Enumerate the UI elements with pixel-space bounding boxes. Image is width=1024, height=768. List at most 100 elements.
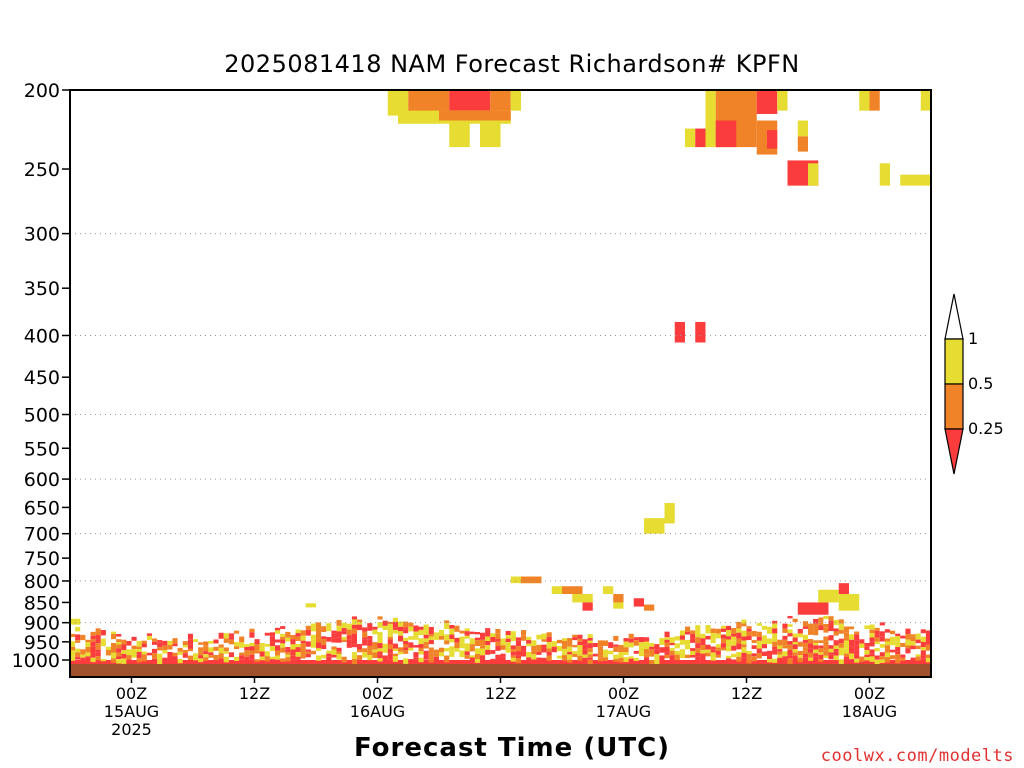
ri-cell	[469, 657, 475, 661]
ri-cell	[777, 645, 783, 650]
ri-cell	[418, 651, 424, 655]
ri-cell	[321, 636, 327, 639]
ri-cell	[751, 653, 757, 657]
ri-cell	[244, 646, 250, 651]
ri-cell	[428, 653, 434, 658]
ri-cell	[495, 628, 501, 634]
ri-cell	[741, 636, 747, 641]
ri-cell	[572, 651, 578, 654]
ri-cell	[500, 653, 506, 657]
ri-cell	[70, 660, 931, 668]
ri-cell	[869, 641, 875, 647]
credit-link[interactable]: coolwx.com/modelts	[820, 746, 1014, 766]
ri-cell	[362, 637, 368, 640]
ri-cell	[838, 652, 844, 656]
ri-cell	[80, 654, 86, 658]
ri-cell	[638, 647, 644, 653]
ri-cell	[669, 648, 675, 651]
ri-cell	[387, 627, 393, 631]
ri-cell	[177, 647, 183, 652]
y-tick-label: 600	[24, 469, 60, 491]
ri-cell	[295, 643, 301, 648]
ri-cell	[818, 617, 824, 623]
ri-cell	[495, 641, 501, 646]
ri-cell	[792, 644, 798, 650]
ri-cell	[377, 658, 383, 662]
ri-cell	[710, 646, 716, 650]
legend-swatch-lt0.25	[944, 428, 964, 475]
ri-cell	[582, 644, 588, 650]
ri-cell	[223, 647, 229, 652]
ri-cell	[731, 633, 737, 637]
ri-cell	[275, 639, 281, 643]
ri-cell	[444, 659, 450, 663]
ri-cell	[203, 654, 209, 658]
ri-cell	[505, 638, 511, 643]
ri-cell	[382, 620, 388, 626]
ri-cell	[505, 642, 511, 648]
ri-cell	[823, 655, 829, 659]
y-tick-label: 700	[24, 524, 60, 546]
ri-cell	[80, 657, 86, 662]
ri-cell	[526, 640, 532, 644]
ri-cell	[449, 634, 455, 639]
ri-cell	[362, 627, 368, 632]
ri-cell	[321, 645, 327, 650]
ri-cell	[469, 644, 475, 648]
ri-cell	[577, 655, 583, 661]
ri-cell	[756, 653, 762, 659]
ri-cell	[644, 518, 665, 534]
ri-cell	[679, 635, 685, 640]
ri-cell	[623, 638, 629, 642]
ri-cell	[454, 625, 460, 632]
ri-cell	[121, 650, 127, 654]
ri-cell	[126, 659, 132, 665]
ri-cell	[85, 642, 91, 648]
ri-cell	[797, 655, 803, 658]
ri-cell	[562, 638, 568, 641]
ri-cell	[75, 648, 81, 653]
ri-cell	[510, 655, 516, 658]
ri-cell	[859, 656, 865, 662]
ri-cell	[428, 647, 434, 650]
ri-cell	[372, 629, 378, 635]
ri-cell	[249, 632, 255, 638]
ri-cell	[633, 650, 639, 654]
ri-cell	[351, 616, 357, 620]
ri-cell	[515, 657, 521, 664]
ri-cell	[423, 645, 429, 649]
legend-swatch-gt1	[944, 293, 964, 340]
ri-cell	[849, 626, 855, 630]
ri-cell	[731, 653, 737, 658]
ri-cell	[715, 650, 721, 655]
ri-cell	[249, 642, 255, 647]
ri-cell	[705, 90, 716, 148]
ri-cell	[387, 630, 393, 637]
ri-cell	[439, 110, 511, 121]
ri-cell	[787, 624, 793, 627]
ri-cell	[613, 658, 619, 662]
ri-cell	[772, 633, 778, 638]
ri-cell	[485, 641, 491, 646]
ri-cell	[746, 635, 752, 641]
ri-cell	[433, 635, 439, 640]
ri-cell	[715, 647, 721, 651]
ri-cell	[290, 652, 296, 656]
ri-cell	[141, 654, 147, 658]
ri-cell	[531, 656, 537, 660]
ri-cell	[726, 655, 732, 659]
ri-cell	[218, 644, 224, 648]
ri-cell	[556, 639, 562, 644]
ri-cell	[710, 657, 716, 661]
ri-cell	[746, 626, 752, 629]
ri-cell	[879, 659, 885, 663]
ri-cell	[690, 630, 696, 634]
ri-cell	[305, 649, 311, 652]
ri-cell	[587, 648, 593, 653]
ri-cell	[162, 657, 168, 662]
ri-cell	[546, 641, 552, 646]
ri-cell	[316, 628, 322, 632]
ri-cell	[854, 654, 860, 659]
ri-cell	[454, 642, 460, 649]
ri-cell	[623, 641, 629, 648]
